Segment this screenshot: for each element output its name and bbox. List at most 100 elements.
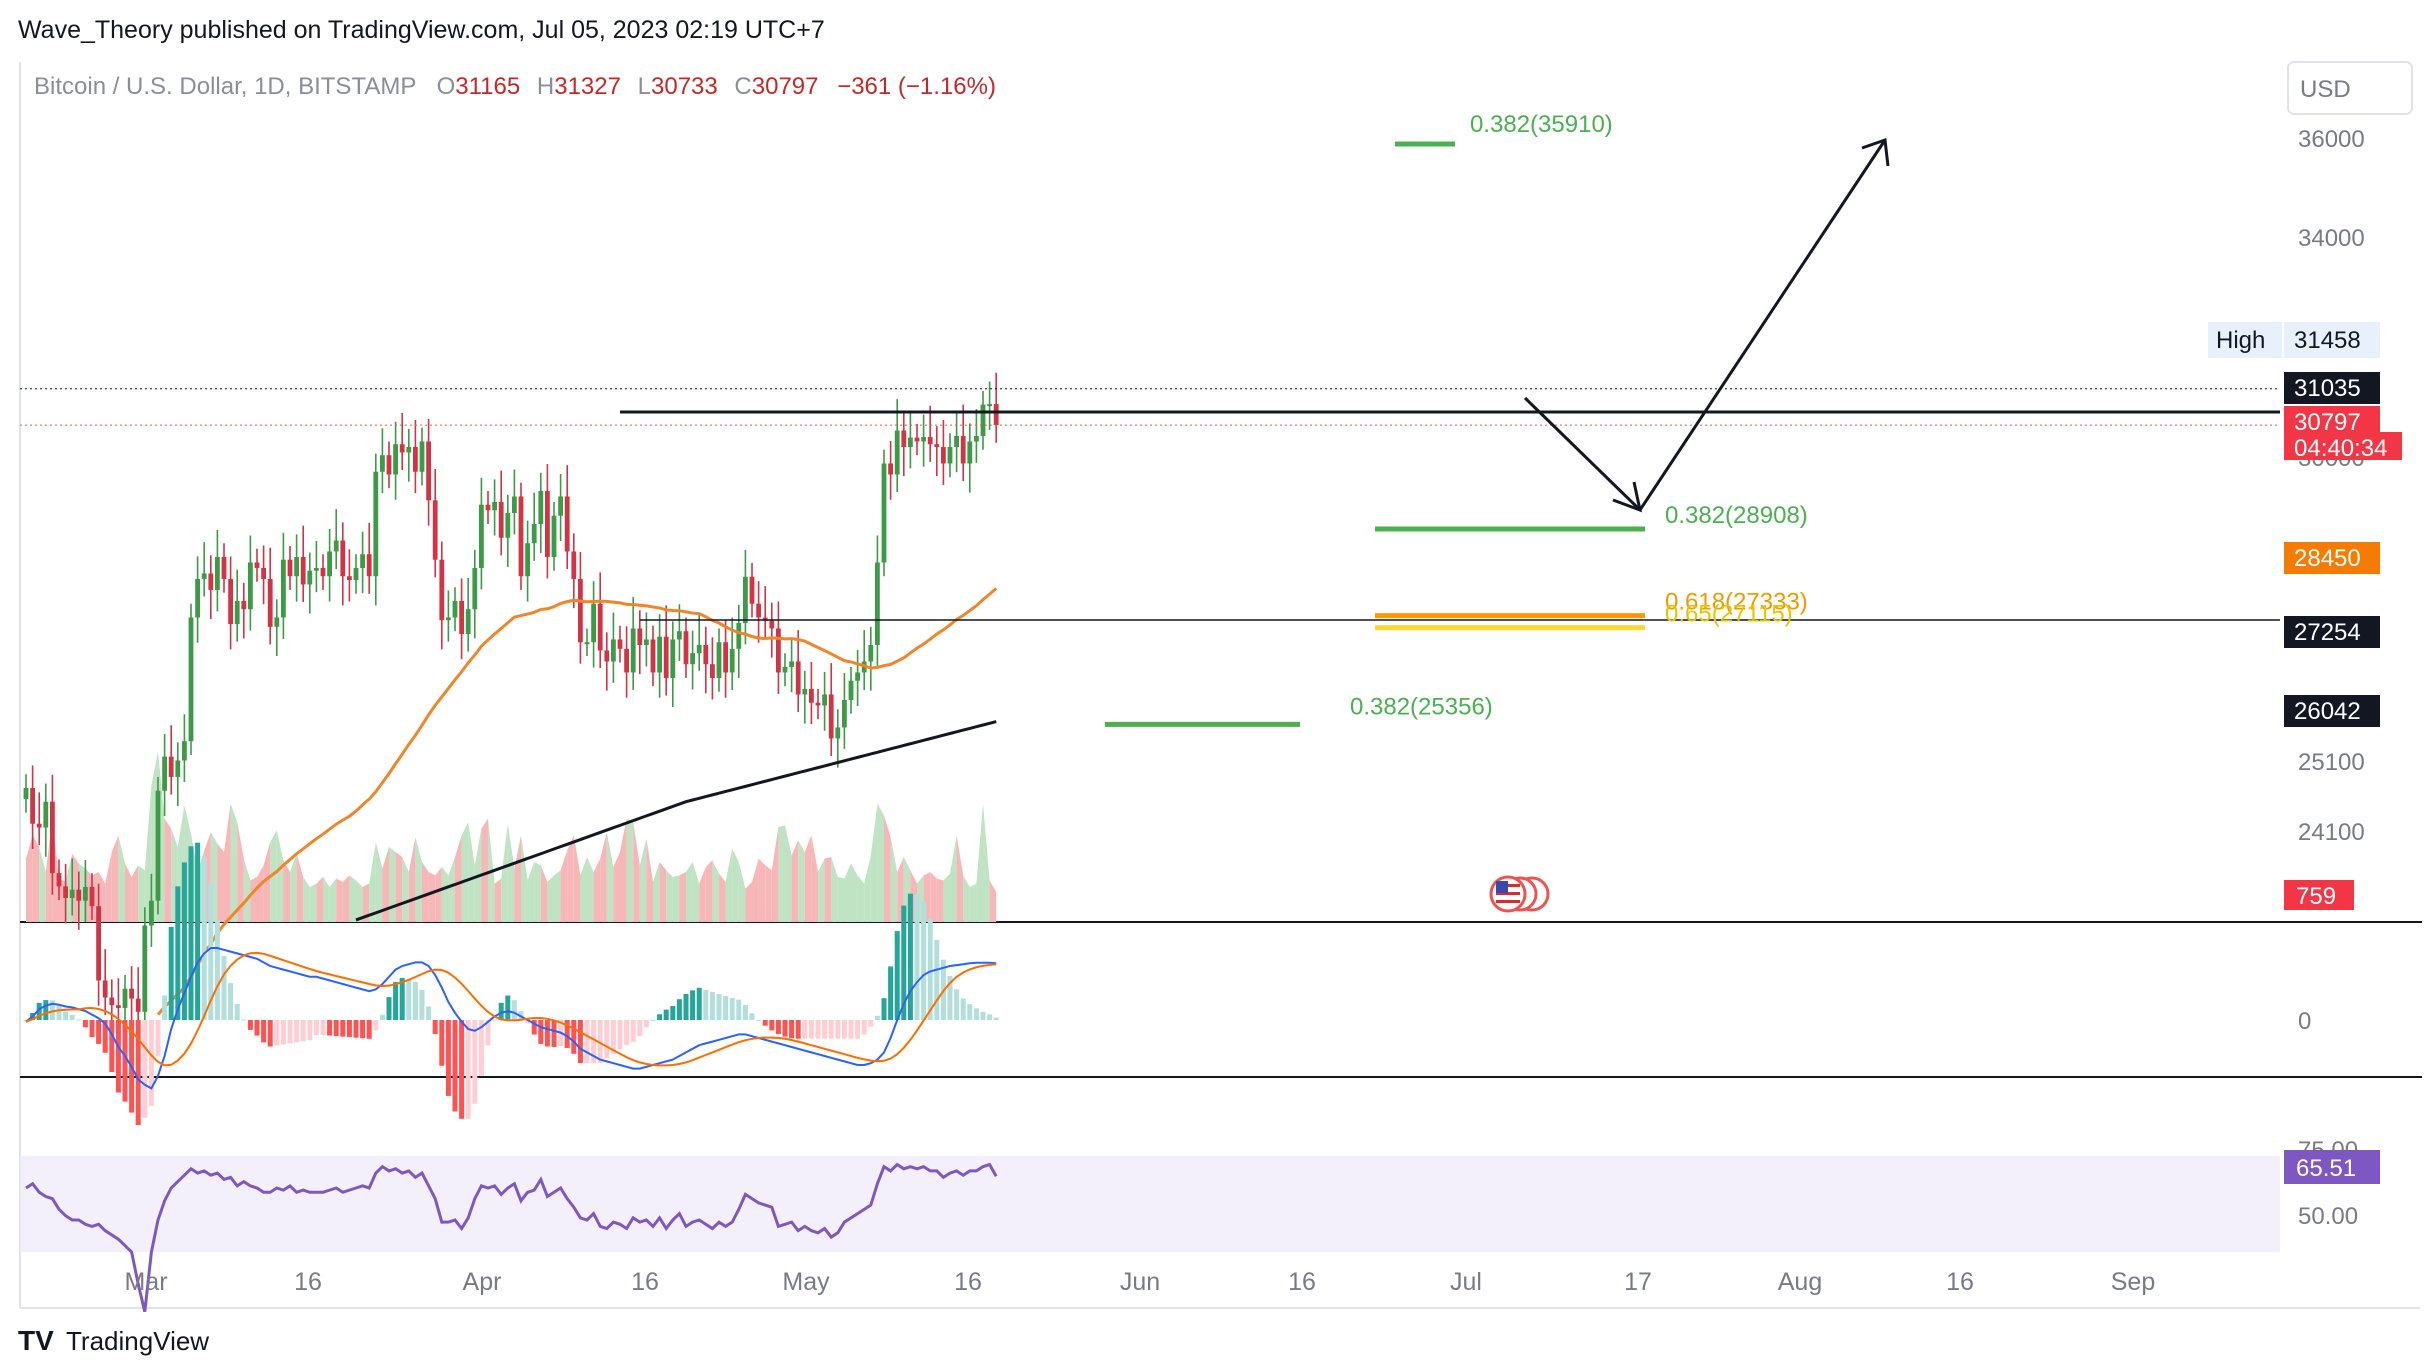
- macd-histogram-bar: [320, 1020, 326, 1036]
- volume-bar: [494, 878, 502, 922]
- candle-body: [888, 463, 893, 475]
- volume-bar: [323, 877, 330, 922]
- candle-body: [393, 444, 398, 475]
- volume-bar: [653, 862, 660, 922]
- candle-body: [287, 559, 293, 577]
- candle-body: [736, 622, 742, 649]
- volume-bar: [547, 875, 554, 922]
- candle-body: [756, 603, 761, 618]
- macd-histogram-bar: [327, 1020, 333, 1036]
- macd-signal-line: [25, 951, 997, 1067]
- macd-histogram-bar: [399, 977, 405, 1020]
- volume-tag: 759: [2296, 883, 2336, 910]
- macd-histogram-bar: [208, 883, 214, 1020]
- volume-bar: [105, 852, 112, 922]
- volume-bar: [798, 840, 805, 922]
- time-tick: Mar: [124, 1268, 167, 1296]
- low-value: 30733: [651, 73, 718, 100]
- candle-body: [155, 790, 161, 901]
- volume-bar: [719, 873, 726, 922]
- price-tag: 28450: [2294, 545, 2361, 572]
- volume-bar: [672, 875, 680, 922]
- candle-body: [703, 644, 709, 665]
- macd-histogram-bar: [782, 1020, 788, 1037]
- legend-line: Bitcoin / U.S. Dollar, 1D, BITSTAMP O311…: [34, 73, 996, 100]
- volume-bar: [144, 785, 152, 922]
- candle-body: [690, 653, 695, 665]
- candle-body: [307, 570, 313, 585]
- volume-bar: [613, 852, 620, 922]
- candle-body: [980, 404, 986, 436]
- candle-body: [188, 617, 194, 742]
- candle-body: [663, 636, 669, 678]
- macd-histogram-bar: [148, 1020, 154, 1106]
- macd-histogram-bar: [459, 1020, 465, 1119]
- candle-body: [479, 504, 484, 568]
- macd-histogram-bar: [313, 1020, 319, 1036]
- volume-bar: [32, 835, 40, 922]
- macd-histogram-bar: [663, 1009, 669, 1020]
- macd-histogram-bar: [63, 1011, 69, 1020]
- macd-histogram-bar: [267, 1020, 273, 1047]
- volume-bar: [415, 837, 422, 922]
- macd-histogram-bar: [670, 1005, 676, 1020]
- macd-histogram-bar: [274, 1020, 280, 1046]
- candle-body: [248, 562, 253, 610]
- macd-histogram-bar: [379, 1014, 385, 1020]
- candles: [23, 372, 999, 1041]
- candle-body: [333, 540, 339, 552]
- volume-bar: [864, 855, 871, 922]
- macd-histogram-bar: [703, 989, 709, 1020]
- change-value: −361 (−1.16%): [837, 73, 996, 100]
- candle-body: [314, 567, 319, 571]
- candle-body: [399, 444, 405, 453]
- candle-body: [670, 639, 676, 678]
- price-tag-bg: [2284, 372, 2380, 404]
- macd-histogram-bar: [465, 1020, 471, 1119]
- volume-bar: [39, 847, 46, 922]
- candle-body: [129, 988, 134, 999]
- candle-body: [327, 551, 332, 577]
- fib-label: 0.382(35910): [1470, 111, 1613, 138]
- macd-histogram-bar: [709, 991, 715, 1020]
- candle-body: [386, 455, 392, 475]
- macd-histogram-bar: [333, 1020, 339, 1037]
- currency-button[interactable]: USD: [2287, 61, 2413, 115]
- volume-bar: [422, 862, 429, 922]
- macd-histogram-bar: [23, 1020, 29, 1021]
- volume-bar: [626, 818, 634, 922]
- high-value-label: 31458: [2294, 327, 2361, 354]
- tradingview-logo[interactable]: TV TradingView: [18, 1325, 209, 1356]
- macd-histogram-bar: [241, 1019, 247, 1021]
- macd-histogram-bar: [340, 1020, 346, 1037]
- volume-bar: [395, 852, 403, 922]
- currency-button-label[interactable]: USD: [2300, 76, 2351, 103]
- currency-button-bg[interactable]: [2287, 61, 2413, 115]
- macd-histogram-bar: [861, 1020, 867, 1035]
- candle-body: [360, 554, 365, 568]
- candle-body: [894, 430, 900, 475]
- volume-bar: [963, 875, 970, 922]
- fib-label: 0.618(27333): [1665, 589, 1808, 616]
- event-flag-icon[interactable]: [1489, 875, 1550, 913]
- macd-histogram-bar: [531, 1020, 537, 1035]
- candle-body: [993, 404, 999, 426]
- rsi-line: [25, 1162, 998, 1313]
- volume-bar: [270, 830, 277, 922]
- price-tick: 25100: [2298, 749, 2365, 776]
- macd-histogram-bar: [716, 994, 722, 1020]
- macd-histogram-bar: [56, 1005, 62, 1020]
- volume-bar: [125, 863, 132, 922]
- macd-histogram-bar: [914, 894, 920, 1020]
- volume-bar: [316, 877, 323, 922]
- time-tick: 17: [1624, 1268, 1652, 1296]
- candle-body: [465, 609, 471, 634]
- volume-bar: [554, 870, 561, 922]
- volume-bar: [461, 822, 469, 922]
- macd-histogram-bar: [505, 995, 511, 1020]
- candle-body: [221, 556, 227, 579]
- candle-body: [716, 642, 722, 678]
- candle-body: [815, 702, 821, 706]
- candle-body: [241, 600, 247, 610]
- time-axis: Mar 16 Apr 16 May 16 Jun 16 Jul 17 Aug 16 Sep: [124, 1268, 2155, 1296]
